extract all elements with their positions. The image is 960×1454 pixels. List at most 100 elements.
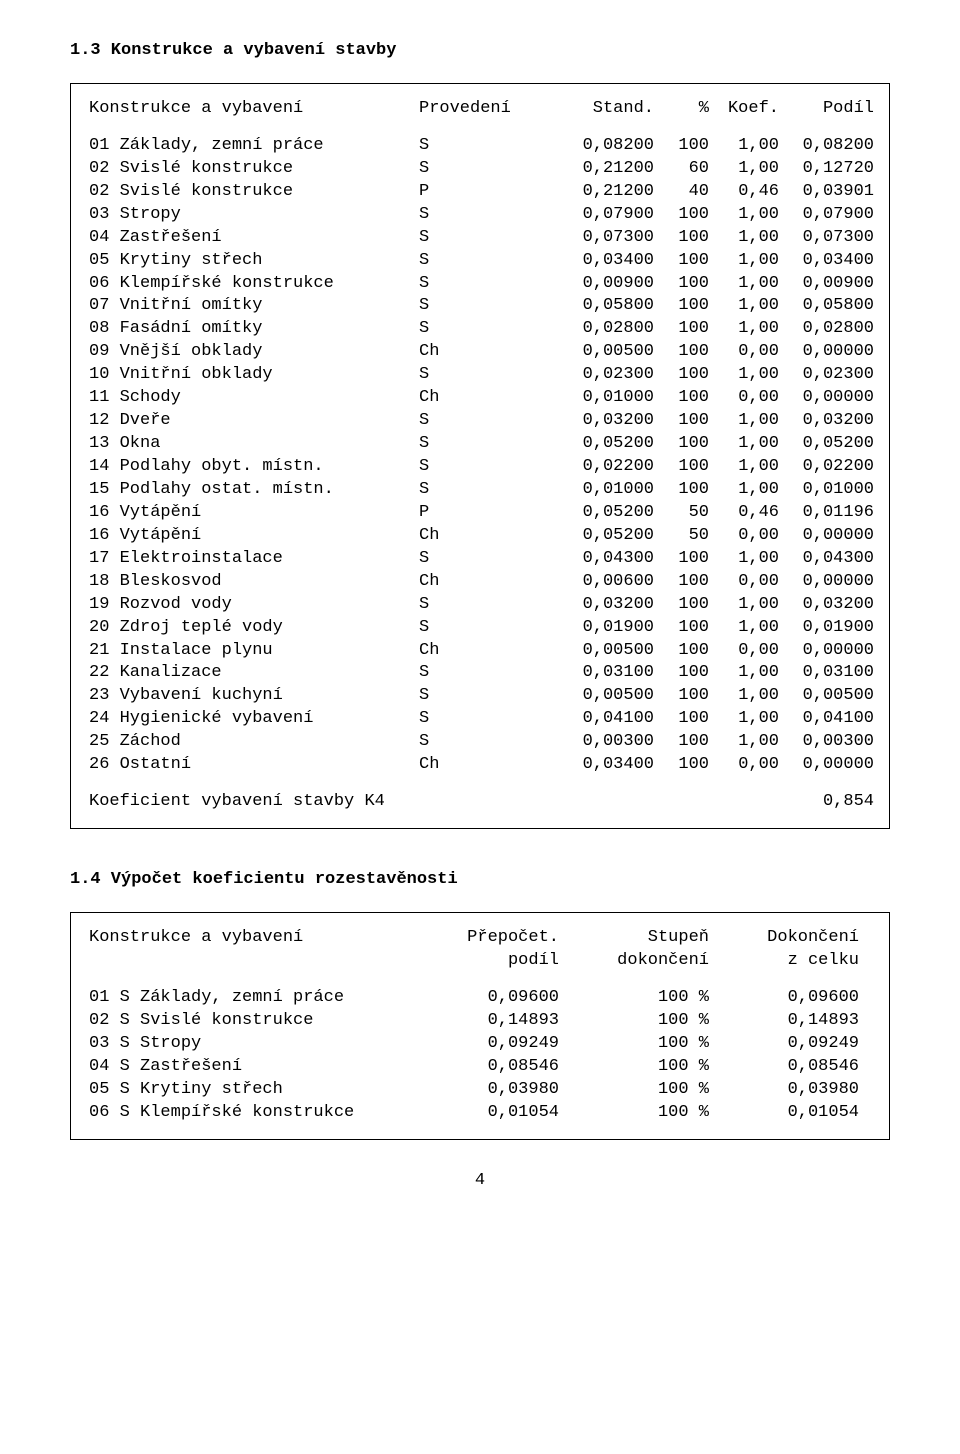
cell-dok: 0,01054 <box>709 1102 859 1125</box>
cell-pct: 100 <box>654 410 709 433</box>
cell-koef: 1,00 <box>709 273 779 296</box>
cell-name: 03 S Stropy <box>89 1033 419 1056</box>
cell-dok: 0,09249 <box>709 1033 859 1056</box>
th-pct: % <box>654 98 709 121</box>
cell-podil: 0,01000 <box>779 479 874 502</box>
cell-prep: 0,09600 <box>419 987 559 1010</box>
cell-stand: 0,00500 <box>549 341 654 364</box>
table-row: 20 Zdroj teplé vodyS0,019001001,000,0190… <box>89 617 871 640</box>
table-row: 16 VytápěníCh0,05200500,000,00000 <box>89 525 871 548</box>
cell-prov: Ch <box>419 387 549 410</box>
cell-koef: 1,00 <box>709 731 779 754</box>
cell-prov: S <box>419 227 549 250</box>
th-koef: Koef. <box>709 98 779 121</box>
table-row: 06 S Klempířské konstrukce0,01054100 %0,… <box>89 1102 871 1125</box>
table-row: 21 Instalace plynuCh0,005001000,000,0000… <box>89 640 871 663</box>
table-1-header: Konstrukce a vybavení Provedení Stand. %… <box>89 98 871 121</box>
cell-name: 16 Vytápění <box>89 502 419 525</box>
cell-stand: 0,03200 <box>549 594 654 617</box>
table-row: 23 Vybavení kuchyníS0,005001001,000,0050… <box>89 685 871 708</box>
cell-koef: 1,00 <box>709 479 779 502</box>
cell-stand: 0,05200 <box>549 502 654 525</box>
cell-prov: S <box>419 456 549 479</box>
cell-stand: 0,01000 <box>549 387 654 410</box>
table-row: 06 Klempířské konstrukceS0,009001001,000… <box>89 273 871 296</box>
cell-pct: 100 <box>654 594 709 617</box>
cell-prov: S <box>419 662 549 685</box>
cell-name: 19 Rozvod vody <box>89 594 419 617</box>
table-row: 05 S Krytiny střech0,03980100 %0,03980 <box>89 1079 871 1102</box>
table-row: 03 StropyS0,079001001,000,07900 <box>89 204 871 227</box>
cell-stand: 0,02200 <box>549 456 654 479</box>
cell-prov: S <box>419 204 549 227</box>
cell-podil: 0,02800 <box>779 318 874 341</box>
cell-stand: 0,21200 <box>549 181 654 204</box>
cell-stand: 0,07900 <box>549 204 654 227</box>
cell-stup: 100 % <box>559 1033 709 1056</box>
cell-pct: 100 <box>654 685 709 708</box>
cell-name: 23 Vybavení kuchyní <box>89 685 419 708</box>
cell-koef: 1,00 <box>709 548 779 571</box>
cell-name: 08 Fasádní omítky <box>89 318 419 341</box>
table-row: 19 Rozvod vodyS0,032001001,000,03200 <box>89 594 871 617</box>
cell-name: 11 Schody <box>89 387 419 410</box>
cell-stand: 0,21200 <box>549 158 654 181</box>
cell-name: 05 S Krytiny střech <box>89 1079 419 1102</box>
cell-stand: 0,02800 <box>549 318 654 341</box>
cell-pct: 100 <box>654 662 709 685</box>
cell-dok: 0,03980 <box>709 1079 859 1102</box>
table-2-box: Konstrukce a vybavení Přepočet. Stupeň D… <box>70 912 890 1140</box>
cell-name: 14 Podlahy obyt. místn. <box>89 456 419 479</box>
cell-koef: 0,00 <box>709 525 779 548</box>
cell-name: 25 Záchod <box>89 731 419 754</box>
cell-podil: 0,01196 <box>779 502 874 525</box>
cell-prov: Ch <box>419 754 549 777</box>
cell-pct: 100 <box>654 617 709 640</box>
cell-stand: 0,04300 <box>549 548 654 571</box>
cell-name: 26 Ostatní <box>89 754 419 777</box>
cell-prov: S <box>419 685 549 708</box>
cell-pct: 100 <box>654 273 709 296</box>
cell-podil: 0,00000 <box>779 387 874 410</box>
cell-pct: 100 <box>654 640 709 663</box>
cell-dok: 0,09600 <box>709 987 859 1010</box>
cell-stand: 0,01900 <box>549 617 654 640</box>
table-row: 01 Základy, zemní práceS0,082001001,000,… <box>89 135 871 158</box>
table-row: 14 Podlahy obyt. místn.S0,022001001,000,… <box>89 456 871 479</box>
th2-stup: Stupeň <box>559 927 709 950</box>
cell-koef: 0,00 <box>709 571 779 594</box>
cell-koef: 0,00 <box>709 640 779 663</box>
cell-pct: 40 <box>654 181 709 204</box>
table-row: 04 S Zastřešení0,08546100 %0,08546 <box>89 1056 871 1079</box>
cell-stup: 100 % <box>559 1079 709 1102</box>
cell-pct: 100 <box>654 433 709 456</box>
cell-name: 17 Elektroinstalace <box>89 548 419 571</box>
table-row: 02 Svislé konstrukceP0,21200400,460,0390… <box>89 181 871 204</box>
cell-prov: S <box>419 708 549 731</box>
table-1-footer: Koeficient vybavení stavby K4 0,854 <box>89 791 871 814</box>
cell-koef: 1,00 <box>709 135 779 158</box>
cell-podil: 0,00000 <box>779 341 874 364</box>
cell-koef: 0,46 <box>709 181 779 204</box>
cell-pct: 100 <box>654 548 709 571</box>
cell-prep: 0,09249 <box>419 1033 559 1056</box>
cell-prov: S <box>419 273 549 296</box>
table-row: 22 KanalizaceS0,031001001,000,03100 <box>89 662 871 685</box>
cell-name: 02 S Svislé konstrukce <box>89 1010 419 1033</box>
th-name: Konstrukce a vybavení <box>89 98 419 121</box>
table-row: 12 DveřeS0,032001001,000,03200 <box>89 410 871 433</box>
table-row: 25 ZáchodS0,003001001,000,00300 <box>89 731 871 754</box>
cell-prov: Ch <box>419 525 549 548</box>
cell-name: 02 Svislé konstrukce <box>89 181 419 204</box>
cell-podil: 0,00300 <box>779 731 874 754</box>
cell-prep: 0,03980 <box>419 1079 559 1102</box>
table-row: 02 Svislé konstrukceS0,21200601,000,1272… <box>89 158 871 181</box>
cell-name: 01 Základy, zemní práce <box>89 135 419 158</box>
cell-podil: 0,07300 <box>779 227 874 250</box>
cell-podil: 0,02200 <box>779 456 874 479</box>
page-number: 4 <box>70 1170 890 1193</box>
cell-name: 20 Zdroj teplé vody <box>89 617 419 640</box>
cell-podil: 0,00000 <box>779 640 874 663</box>
cell-prep: 0,14893 <box>419 1010 559 1033</box>
cell-koef: 1,00 <box>709 227 779 250</box>
